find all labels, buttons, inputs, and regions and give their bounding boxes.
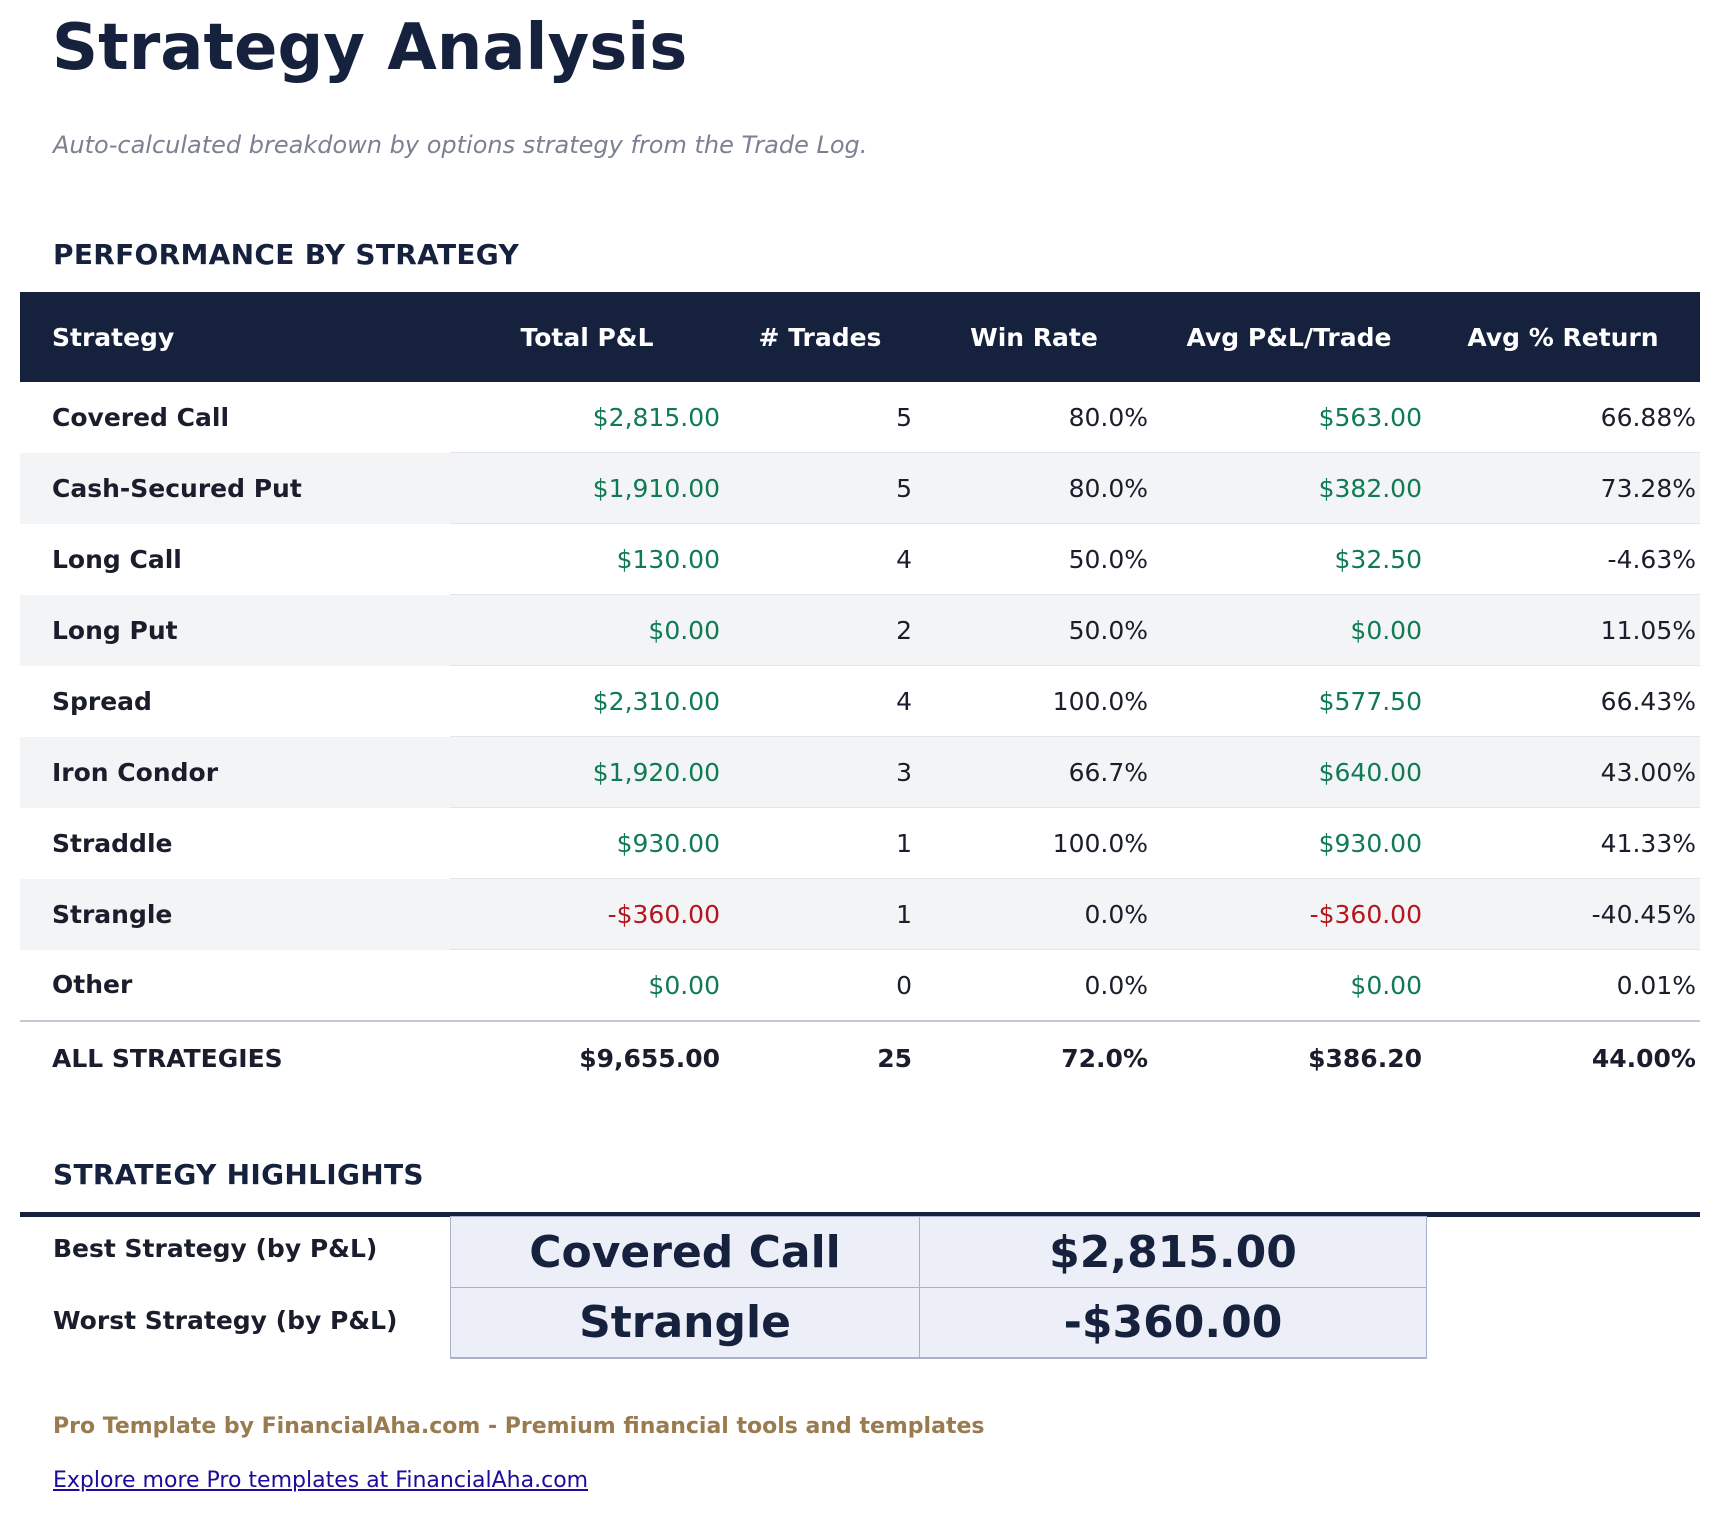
strategy-name-cell: Long Put	[20, 594, 450, 666]
avg-pnl-cell: $640.00	[1152, 736, 1426, 808]
total-avg-return: 44.00%	[1426, 1020, 1700, 1094]
win-rate-cell: 100.0%	[916, 807, 1152, 879]
avg-pnl-cell: $32.50	[1152, 523, 1426, 595]
strategy-name-cell: Straddle	[52, 828, 173, 858]
table-row: Spread $2,310.00 4 100.0% $577.50 66.43%	[20, 665, 1700, 737]
table-row: Iron Condor $1,920.00 3 66.7% $640.00 43.00%	[20, 736, 1700, 808]
total-pnl-cell: $2,310.00	[450, 665, 724, 737]
total-pnl-cell: $2,815.00	[450, 382, 724, 453]
avg-pnl-cell: $382.00	[1152, 452, 1426, 524]
trades-count-cell: 0	[896, 970, 912, 1000]
total-pnl-cell: $1,920.00	[450, 736, 724, 808]
column-header-total-pnl: Total P&L	[450, 292, 724, 382]
avg-pnl-cell: $577.50	[1152, 665, 1426, 737]
best-strategy-value: $2,815.00	[919, 1216, 1427, 1288]
worst-strategy-label: Worst Strategy (by P&L)	[53, 1306, 398, 1335]
performance-table: Strategy Total P&L # Trades Win Rate Avg…	[20, 292, 1700, 1094]
table-row: Other $0.00 0 0.0% $0.00 0.01%	[20, 950, 1700, 1022]
table-row: Long Put $0.00 2 50.0% $0.00 11.05%	[20, 594, 1700, 666]
page-title: Strategy Analysis	[52, 11, 688, 85]
strategy-name-cell: Other	[52, 970, 133, 1000]
avg-return-cell: -40.45%	[1426, 878, 1700, 950]
page-subtitle: Auto-calculated breakdown by options str…	[53, 131, 868, 159]
avg-return-cell: -4.63%	[1426, 523, 1700, 595]
table-header-row: Strategy Total P&L # Trades Win Rate Avg…	[20, 292, 1700, 382]
win-rate-cell: 50.0%	[916, 594, 1152, 666]
total-win-rate: 72.0%	[916, 1020, 1152, 1094]
strategy-name-cell: Long Call	[52, 544, 182, 574]
total-pnl-cell: $930.00	[450, 807, 724, 879]
total-pnl-cell: $130.00	[450, 523, 724, 595]
column-header-avg-return: Avg % Return	[1426, 292, 1700, 382]
table-row: Covered Call $2,815.00 5 80.0% $563.00 66.88%	[20, 382, 1700, 453]
avg-return-cell: 66.88%	[1426, 382, 1700, 453]
best-strategy-name: Covered Call	[450, 1216, 920, 1288]
total-pnl-cell: -$360.00	[450, 878, 724, 950]
best-strategy-label: Best Strategy (by P&L)	[53, 1234, 378, 1263]
strategy-name-cell: Iron Condor	[20, 736, 450, 808]
trades-count-cell: 1	[724, 807, 916, 879]
win-rate-cell: 0.0%	[1084, 970, 1148, 1000]
strategy-name-cell: Strangle	[20, 878, 450, 950]
performance-heading: PERFORMANCE BY STRATEGY	[53, 238, 520, 271]
trades-count-cell: 5	[724, 452, 916, 524]
avg-pnl-cell: $930.00	[1152, 807, 1426, 879]
avg-pnl-cell: $563.00	[1152, 382, 1426, 453]
column-header-win-rate: Win Rate	[916, 292, 1152, 382]
highlights-divider	[20, 1212, 1700, 1217]
column-header-trades: # Trades	[724, 292, 916, 382]
table-row: Long Call $130.00 4 50.0% $32.50 -4.63%	[20, 523, 1700, 595]
highlights-heading: STRATEGY HIGHLIGHTS	[53, 1158, 424, 1191]
column-header-avg-pnl: Avg P&L/Trade	[1152, 292, 1426, 382]
trades-count-cell: 5	[724, 382, 916, 453]
total-avg-pnl: $386.20	[1152, 1020, 1426, 1094]
table-row: Cash-Secured Put $1,910.00 5 80.0% $382.00 73…	[20, 452, 1700, 524]
avg-return-cell: 11.05%	[1426, 594, 1700, 666]
trades-count-cell: 4	[724, 523, 916, 595]
win-rate-cell: 0.0%	[916, 878, 1152, 950]
strategy-name-cell: Spread	[52, 686, 152, 716]
trades-count-cell: 1	[724, 878, 916, 950]
column-header-strategy: Strategy	[20, 292, 450, 382]
win-rate-cell: 50.0%	[916, 523, 1152, 595]
total-pnl-cell: $0.00	[450, 594, 724, 666]
avg-pnl-cell: $0.00	[1152, 594, 1426, 666]
avg-pnl-cell: $0.00	[1350, 970, 1422, 1000]
avg-return-cell: 43.00%	[1426, 736, 1700, 808]
win-rate-cell: 100.0%	[916, 665, 1152, 737]
win-rate-cell: 66.7%	[916, 736, 1152, 808]
avg-pnl-cell: -$360.00	[1152, 878, 1426, 950]
strategy-name-cell: Covered Call	[52, 402, 230, 432]
trades-count-cell: 2	[724, 594, 916, 666]
worst-strategy-value: -$360.00	[919, 1287, 1427, 1359]
total-trades: 25	[724, 1020, 916, 1094]
win-rate-cell: 80.0%	[916, 382, 1152, 453]
table-row: Strangle -$360.00 1 0.0% -$360.00 -40.45%	[20, 878, 1700, 950]
explore-templates-link[interactable]: Explore more Pro templates at FinancialA…	[53, 1468, 589, 1493]
worst-strategy-name: Strangle	[450, 1287, 920, 1359]
win-rate-cell: 80.0%	[916, 452, 1152, 524]
avg-return-cell: 66.43%	[1426, 665, 1700, 737]
trades-count-cell: 4	[724, 665, 916, 737]
total-pnl-cell: $1,910.00	[450, 452, 724, 524]
total-pnl: $9,655.00	[450, 1020, 724, 1094]
strategy-name-cell: Cash-Secured Put	[20, 452, 450, 524]
footer-credit: Pro Template by FinancialAha.com - Premi…	[53, 1414, 985, 1439]
table-row: Straddle $930.00 1 100.0% $930.00 41.33%	[20, 807, 1700, 879]
avg-return-cell: 41.33%	[1426, 807, 1700, 879]
avg-return-cell: 73.28%	[1426, 452, 1700, 524]
total-label: ALL STRATEGIES	[20, 1020, 450, 1094]
total-row: ALL STRATEGIES $9,655.00 25 72.0% $386.2…	[20, 1020, 1700, 1094]
avg-return-cell: 0.01%	[1616, 970, 1696, 1000]
total-pnl-cell: $0.00	[648, 970, 720, 1000]
trades-count-cell: 3	[724, 736, 916, 808]
